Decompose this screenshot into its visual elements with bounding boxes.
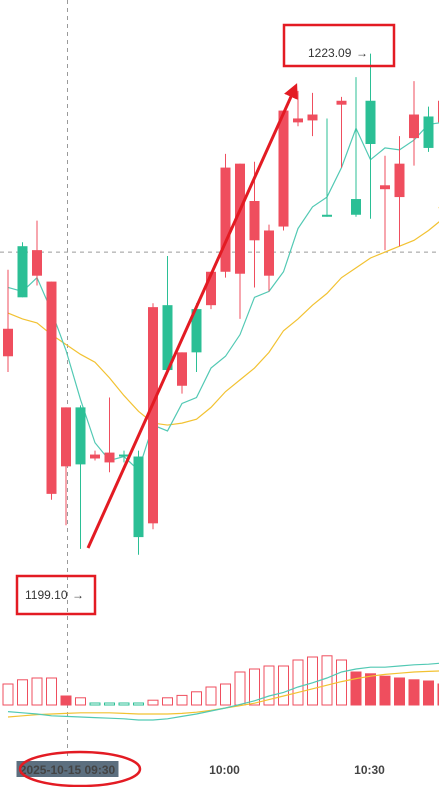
candle-body — [133, 456, 144, 538]
candle-body — [177, 352, 187, 386]
candle-body — [293, 118, 303, 123]
volume-bar — [191, 691, 202, 706]
volume-bar — [104, 702, 115, 706]
volume-bar — [17, 679, 28, 706]
crosshair-time-badge — [16, 761, 119, 777]
volume-bar — [321, 655, 333, 706]
volume-bar — [234, 671, 246, 706]
volume-ma-short-line — [7, 662, 439, 721]
volume-bar — [147, 699, 159, 706]
ma-long-line — [7, 206, 439, 426]
candle-body — [322, 214, 332, 217]
volume-bar — [162, 697, 173, 706]
candle-body — [380, 185, 390, 190]
candle-body — [90, 454, 100, 459]
candle-body — [32, 250, 42, 276]
candle-body — [307, 114, 318, 121]
candlestick-series — [3, 53, 439, 555]
candle-body — [61, 407, 71, 467]
candle-body — [394, 163, 405, 198]
volume-bar — [423, 680, 434, 706]
candle-body — [148, 307, 158, 524]
candle-body — [351, 199, 361, 215]
high-price-label: 1223.09 — [308, 46, 352, 60]
candle-body — [162, 305, 173, 371]
volume-bar — [75, 697, 86, 706]
volume-series — [2, 655, 439, 706]
candle-body — [119, 454, 129, 457]
candle-body — [336, 100, 347, 105]
low-arrow-icon: → — [72, 588, 84, 602]
candle-body — [206, 271, 216, 306]
volume-bar — [205, 686, 217, 706]
time-axis: 2025-10-15 09:30 10:00 10:30 — [16, 761, 385, 777]
candle-body — [409, 114, 419, 139]
time-tick-label: 2025-10-15 09:30 — [20, 763, 116, 777]
volume-bar — [220, 683, 231, 706]
candle-body — [46, 281, 57, 494]
candle-body — [191, 309, 202, 353]
volume-bar — [307, 656, 318, 706]
volume-bar — [89, 702, 101, 706]
time-tick-label: 10:00 — [209, 763, 240, 777]
candle-body — [235, 163, 245, 274]
candle-body — [423, 116, 434, 148]
candle-body — [249, 201, 260, 241]
volume-bar — [133, 702, 144, 706]
candle-body — [17, 246, 28, 298]
volume-bar — [379, 675, 391, 706]
candle-body — [365, 100, 376, 144]
low-annotation-box — [15, 574, 97, 616]
candle-body — [75, 407, 86, 465]
volume-bar — [263, 665, 275, 706]
volume-bar — [408, 679, 420, 706]
volume-bar — [176, 694, 188, 706]
volume-bar — [60, 695, 72, 706]
high-arrow-icon: → — [356, 46, 368, 60]
high-annotation-box — [282, 23, 396, 68]
volume-bar — [118, 702, 130, 706]
volume-bar — [292, 659, 304, 706]
time-highlight-ellipse — [18, 750, 142, 787]
volume-bar — [394, 677, 405, 706]
ma-short-line — [7, 120, 439, 472]
candle-body — [3, 328, 13, 357]
trend-arrow — [86, 83, 298, 549]
low-price-label: 1199.10 — [25, 588, 68, 602]
candle-body — [278, 110, 289, 227]
candle-body — [264, 230, 274, 276]
candle-body — [104, 452, 115, 463]
time-tick-label: 10:30 — [354, 763, 385, 777]
volume-bar — [278, 665, 289, 706]
volume-bar — [249, 668, 260, 706]
candle-body — [220, 167, 231, 272]
volume-bar — [2, 683, 14, 706]
volume-bar — [350, 671, 362, 706]
volume-bar — [31, 677, 43, 706]
volume-bar — [46, 677, 57, 706]
volume-bar — [365, 673, 376, 706]
